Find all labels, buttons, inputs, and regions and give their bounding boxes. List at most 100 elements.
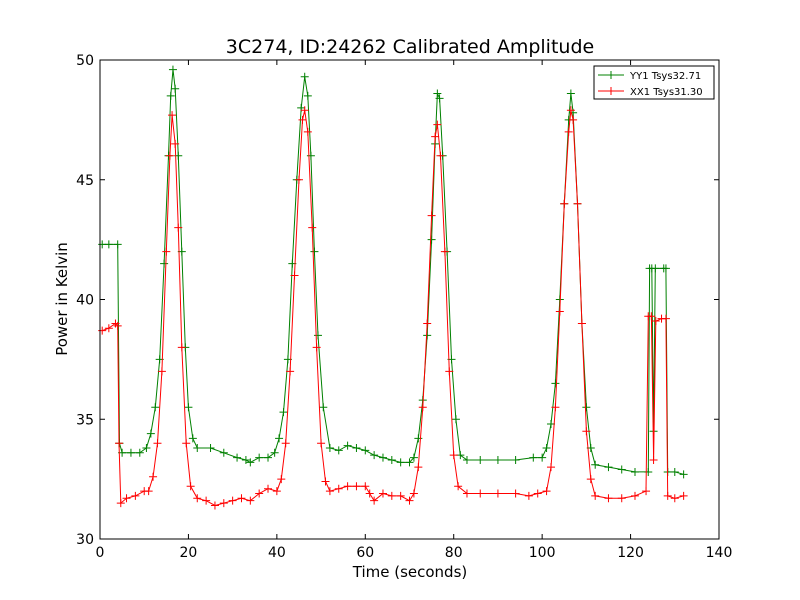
data-point (277, 475, 286, 484)
y-tick-label: 35 (76, 412, 94, 428)
data-point (186, 482, 195, 491)
data-point (370, 451, 379, 460)
data-point (409, 489, 418, 498)
data-point (577, 319, 586, 328)
data-point (308, 223, 317, 232)
data-point (569, 115, 578, 124)
data-point (126, 448, 135, 457)
data-point (343, 441, 352, 450)
data-point (566, 106, 575, 115)
data-point (617, 494, 626, 503)
data-point (286, 367, 295, 376)
x-axis-label: Time (seconds) (352, 563, 468, 581)
data-point (586, 475, 595, 484)
data-point (418, 403, 427, 412)
data-point (135, 448, 144, 457)
data-point (321, 477, 330, 486)
legend-box (593, 65, 715, 100)
data-point (573, 199, 582, 208)
data-point (661, 314, 670, 323)
data-point (174, 223, 183, 232)
data-point (290, 271, 299, 280)
data-point (113, 240, 122, 249)
data-point (310, 247, 319, 256)
data-point (206, 443, 215, 452)
x-tick-label: 80 (445, 545, 463, 561)
data-point (325, 443, 334, 452)
data-point (493, 489, 502, 498)
data-point (264, 484, 273, 493)
x-tick-label: 120 (617, 545, 644, 561)
x-tick-label: 100 (529, 545, 556, 561)
y-tick-label: 40 (76, 293, 94, 309)
series-line (102, 110, 684, 507)
data-point (396, 491, 405, 500)
data-point (343, 482, 352, 491)
data-point (647, 312, 656, 321)
data-point (435, 94, 444, 103)
data-point (300, 106, 309, 115)
data-point (476, 489, 485, 498)
data-point (649, 455, 658, 464)
plot-series-layer (98, 65, 688, 510)
data-point (294, 175, 303, 184)
data-point (431, 132, 440, 141)
data-point (451, 415, 460, 424)
chart-title: 3C274, ID:24262 Calibrated Amplitude (226, 36, 594, 58)
data-point (617, 465, 626, 474)
data-point (275, 434, 284, 443)
data-point (279, 408, 288, 417)
data-point (679, 491, 688, 500)
legend-entry: XX1 Tsys31.30 (598, 87, 703, 98)
data-point (177, 343, 186, 352)
data-point (644, 467, 653, 476)
legend-entry: YY1 Tsys32.71 (598, 71, 701, 82)
data-point (440, 247, 449, 256)
data-point (651, 264, 660, 273)
data-point (228, 496, 237, 505)
data-point (560, 199, 569, 208)
data-point (270, 448, 279, 457)
data-point (115, 439, 124, 448)
data-point (157, 367, 166, 376)
data-point (313, 331, 322, 340)
data-point (184, 403, 193, 412)
y-tick-label: 50 (76, 53, 94, 69)
data-point (462, 455, 471, 464)
data-point (264, 453, 273, 462)
data-point (604, 463, 613, 472)
y-axis-label: Power in Kelvin (53, 242, 71, 356)
data-point (493, 455, 502, 464)
data-point (193, 443, 202, 452)
data-point (166, 91, 175, 100)
series-2 (98, 106, 688, 510)
data-point (151, 403, 160, 412)
legend: YY1 Tsys32.71 XX1 Tsys31.30 (593, 65, 715, 100)
data-point (604, 494, 613, 503)
data-point (533, 489, 542, 498)
data-point (670, 467, 679, 476)
x-tick-label: 140 (706, 545, 733, 561)
data-point (241, 455, 250, 464)
data-point (462, 489, 471, 498)
x-axis: 0 20 40 60 80 100 120 140 (96, 60, 733, 561)
x-tick-label: 40 (268, 545, 286, 561)
legend-label: XX1 Tsys31.30 (630, 87, 703, 98)
data-point (663, 491, 672, 500)
data-point (219, 499, 228, 508)
data-point (160, 259, 169, 268)
data-point (202, 496, 211, 505)
data-point (144, 487, 153, 496)
data-point (427, 211, 436, 220)
data-point (405, 458, 414, 467)
data-point (122, 494, 131, 503)
data-point (591, 460, 600, 469)
data-point (325, 487, 334, 496)
data-point (387, 491, 396, 500)
data-point (168, 65, 177, 74)
data-point (670, 494, 679, 503)
data-point (319, 403, 328, 412)
data-point (104, 240, 113, 249)
data-point (370, 496, 379, 505)
